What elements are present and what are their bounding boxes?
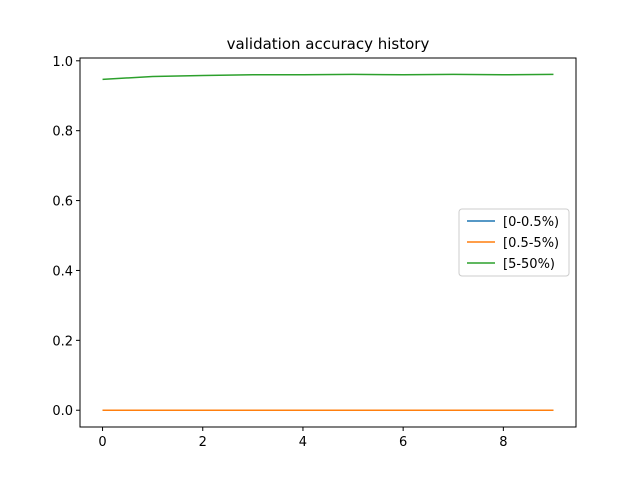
plot-frame (79, 57, 577, 428)
y-tick-label: 0.8 (52, 125, 73, 140)
legend: [0-0.5%) [0.5-5%) [5-50%) (458, 208, 570, 277)
chart-title: validation accuracy history (227, 35, 430, 53)
x-tick-label: 6 (399, 435, 407, 450)
y-tick-label: 0.4 (52, 264, 73, 279)
x-tick-label: 2 (199, 435, 207, 450)
legend-label: [5-50%) (503, 257, 555, 272)
legend-label: [0.5-5%) (503, 236, 559, 251)
y-tick-label: 0.6 (52, 195, 73, 210)
x-tick-label: 4 (299, 435, 307, 450)
y-tick-label: 0.0 (52, 404, 73, 419)
legend-label: [0-0.5%) (503, 215, 559, 230)
y-tick-label: 1.0 (52, 55, 73, 70)
legend-box (458, 208, 570, 277)
x-tick-label: 8 (499, 435, 507, 450)
series-line-2 (102, 73, 554, 81)
y-tick-label: 0.2 (52, 334, 73, 349)
x-tick-label: 0 (98, 435, 106, 450)
